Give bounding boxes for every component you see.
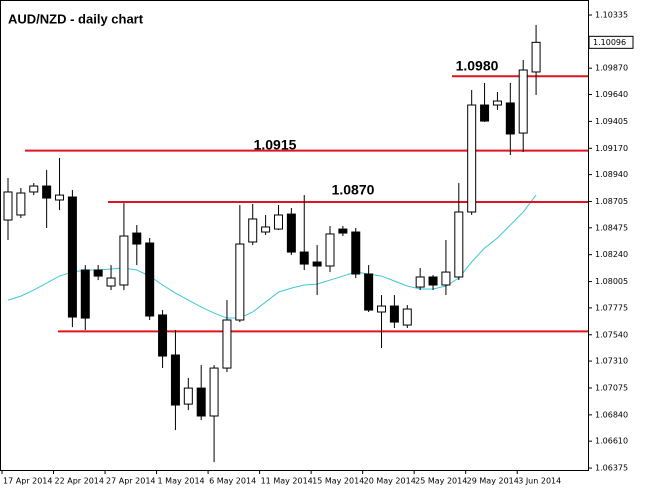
candle-body [16, 192, 26, 216]
candle-body [158, 314, 168, 357]
candle-body [389, 305, 399, 323]
candle-body [67, 196, 77, 318]
x-tick-label: 20 May 2014 [364, 477, 416, 486]
y-tick-label: 1.06840 [595, 410, 628, 419]
x-tick-label: 3 Jun 2014 [518, 477, 561, 486]
plot-frame [0, 0, 589, 471]
candle-body [132, 232, 142, 245]
candle-body [261, 226, 271, 233]
x-tick-label: 15 May 2014 [312, 477, 364, 486]
candle-body [325, 233, 335, 267]
candle-body [93, 269, 103, 277]
level-label: 1.0980 [456, 58, 499, 74]
candle-body [222, 319, 232, 369]
y-tick-label: 1.08940 [595, 170, 628, 179]
candle-body [351, 231, 361, 275]
x-tick-label: 27 Apr 2014 [106, 477, 155, 486]
candle-body [55, 194, 65, 201]
y-tick-label: 1.09870 [595, 64, 628, 73]
x-tick-label: 6 May 2014 [209, 477, 256, 486]
y-tick-label: 1.08475 [595, 223, 628, 232]
candle-body [415, 276, 425, 288]
candle-body [170, 354, 180, 406]
candle-body [428, 276, 438, 286]
y-tick-label: 1.09405 [595, 117, 628, 126]
x-tick-label: 17 Apr 2014 [3, 477, 52, 486]
candle-body [196, 387, 206, 417]
candle-body [480, 104, 490, 122]
y-tick-label: 1.07075 [595, 383, 628, 392]
y-tick-label: 1.09170 [595, 144, 628, 153]
candle-body [312, 261, 322, 267]
y-tick-label: 1.07540 [595, 330, 628, 339]
x-tick-label: 22 Apr 2014 [55, 477, 104, 486]
level-label: 1.0870 [332, 182, 375, 198]
candle-body [235, 243, 245, 321]
candle-body [248, 218, 258, 243]
candle-body [364, 273, 374, 311]
y-tick-label: 1.09640 [595, 90, 628, 99]
candle-body [492, 100, 502, 106]
candle-body [80, 269, 90, 319]
candle-body [402, 308, 412, 326]
candle-body [145, 242, 155, 317]
x-tick-label: 11 May 2014 [261, 477, 313, 486]
candle-body [505, 102, 515, 135]
y-tick-label: 1.07310 [595, 357, 628, 366]
candle-body [42, 185, 52, 199]
candle-body [183, 387, 193, 405]
candle-body [441, 271, 451, 286]
candle-body [209, 367, 219, 417]
y-tick-label: 1.08240 [595, 250, 628, 259]
level-label: 1.0915 [254, 137, 297, 153]
candle-body [299, 251, 309, 265]
candle-body [531, 41, 541, 73]
candle-body [106, 277, 116, 287]
candle-body [3, 191, 13, 221]
candle-body [518, 69, 528, 134]
y-tick-label: 1.08705 [595, 197, 628, 206]
candle-body [467, 104, 477, 213]
chart-title: AUD/NZD - daily chart [8, 11, 144, 26]
candle-body [273, 214, 283, 230]
y-tick-label: 1.10335 [595, 10, 628, 19]
y-tick-label: 1.06375 [595, 464, 628, 473]
candle-body [454, 211, 464, 278]
candle-body [377, 305, 387, 313]
y-tick-label: 1.07775 [595, 303, 628, 312]
y-tick-label: 1.06610 [595, 437, 628, 446]
current-price-label: 1.10096 [593, 38, 626, 47]
x-tick-label: 1 May 2014 [158, 477, 205, 486]
x-tick-label: 29 May 2014 [467, 477, 519, 486]
current-price-box [588, 35, 634, 49]
x-tick-label: 25 May 2014 [415, 477, 467, 486]
y-tick-label: 1.08005 [595, 277, 628, 286]
candle-body [119, 235, 129, 286]
candle-body [286, 213, 296, 253]
candle-body [338, 228, 348, 234]
candle-body [29, 185, 39, 193]
